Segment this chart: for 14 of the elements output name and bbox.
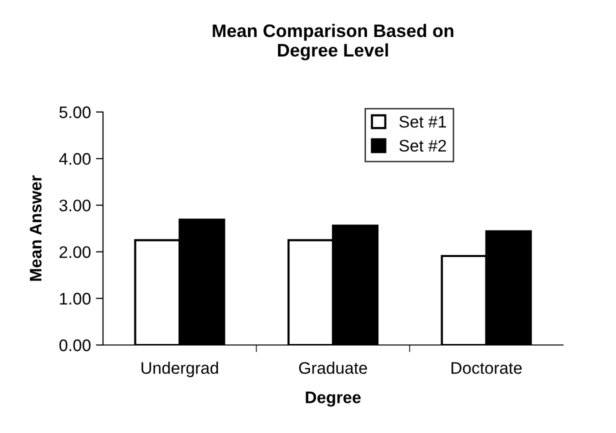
y-tick-label: 0.00 (59, 339, 91, 352)
x-axis-title: Degree (306, 392, 361, 407)
y-tick-label: 4.00 (59, 153, 91, 165)
y-tick-label: 3.00 (59, 200, 91, 212)
legend-label: Set #2 (399, 140, 446, 152)
y-tick-label: 1.00 (60, 292, 91, 305)
y-tick-label: 2.00 (60, 246, 91, 258)
legend-label: Set #1 (399, 116, 446, 128)
y-axis-title: Mean Answer (30, 175, 42, 281)
x-tick-label: Doctorate (452, 362, 522, 374)
x-tick-label: Graduate (299, 362, 368, 374)
y-tick-label: 5.00 (59, 106, 91, 118)
chart-title: Mean Comparison Based on Degree Level (212, 24, 454, 60)
x-tick-label: Undergrad (142, 362, 218, 378)
